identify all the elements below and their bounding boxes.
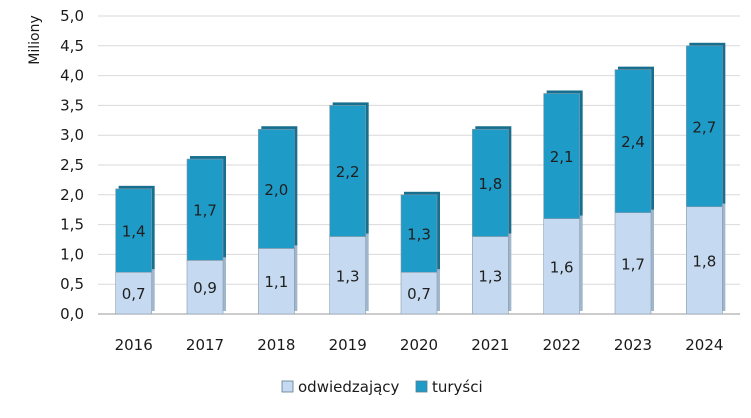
legend: odwiedzający turyści <box>281 378 483 396</box>
bar-segment-odwiedzajacy <box>258 248 295 315</box>
bar-segment-odwiedzajacy <box>472 236 509 315</box>
data-label: 1,7 <box>193 202 217 220</box>
bar-segment-turysci <box>329 105 366 237</box>
legend-swatch-turysci <box>415 380 428 393</box>
data-label: 1,3 <box>478 267 502 285</box>
x-tick-label: 2017 <box>186 336 224 354</box>
data-label: 1,8 <box>692 252 716 270</box>
legend-swatch-odwiedzajacy <box>281 380 294 393</box>
data-label: 1,4 <box>122 223 146 241</box>
y-axis-label: Miliony <box>27 15 43 64</box>
bar-segment-odwiedzajacy <box>614 212 652 315</box>
x-tick-label: 2019 <box>329 336 367 354</box>
x-axis-ticks: 2016 2017 2018 2019 2020 2021 2022 2023 2024 <box>115 336 724 354</box>
x-tick-label: 2016 <box>115 336 153 354</box>
legend-label: turyści <box>432 378 483 396</box>
data-label: 1,3 <box>336 267 360 285</box>
x-tick-label: 2020 <box>400 336 438 354</box>
bar-segment-odwiedzajacy <box>115 271 152 315</box>
y-tick-label: 1,5 <box>60 216 84 234</box>
data-label: 1,7 <box>621 255 645 273</box>
y-tick-label: 4,5 <box>60 37 84 55</box>
data-label: 1,1 <box>264 273 288 291</box>
bar-segment-turysci <box>543 93 580 219</box>
x-tick-label: 2022 <box>543 336 581 354</box>
y-axis-ticks: 0,0 0,5 1,0 1,5 2,0 2,5 3,0 3,5 4,0 4,5 5,0 <box>60 7 84 323</box>
y-tick-label: 1,0 <box>60 245 84 263</box>
y-tick-label: 2,0 <box>60 186 84 204</box>
bar-segment-turysci <box>258 128 295 249</box>
bar-segment-odwiedzajacy <box>686 206 723 315</box>
data-label: 2,0 <box>264 181 288 199</box>
y-tick-label: 3,5 <box>60 96 84 114</box>
data-label: 0,7 <box>122 285 146 303</box>
bar-segment-turysci <box>115 188 152 273</box>
x-tick-label: 2018 <box>257 336 295 354</box>
y-tick-label: 4,0 <box>60 67 84 85</box>
bars: 0,7 1,4 0,9 1,7 1,1 2,0 1,3 2,2 0,7 1,3 1,3 1,8 1,6 2… <box>115 42 726 315</box>
data-label: 0,7 <box>407 285 431 303</box>
data-label: 1,3 <box>407 226 431 244</box>
bar-segment-turysci <box>400 194 438 273</box>
x-tick-label: 2021 <box>471 336 509 354</box>
y-tick-label: 0,0 <box>60 305 84 323</box>
data-label: 2,2 <box>336 163 360 181</box>
y-tick-label: 2,5 <box>60 156 84 174</box>
bar-segment-odwiedzajacy <box>543 218 580 315</box>
bar-segment-odwiedzajacy <box>400 271 438 315</box>
y-tick-label: 5,0 <box>60 7 84 25</box>
legend-label: odwiedzający <box>298 378 400 396</box>
x-tick-label: 2023 <box>614 336 652 354</box>
bar-segment-odwiedzajacy <box>329 236 366 315</box>
bar-segment-turysci <box>472 128 509 237</box>
data-label: 2,7 <box>692 118 716 136</box>
data-label: 1,6 <box>550 258 574 276</box>
y-tick-label: 3,0 <box>60 126 84 144</box>
data-label: 1,8 <box>478 175 502 193</box>
x-tick-label: 2024 <box>685 336 723 354</box>
data-label: 2,1 <box>550 148 574 166</box>
y-tick-label: 0,5 <box>60 275 84 293</box>
bar-segment-turysci <box>614 69 652 213</box>
bar-segment-odwiedzajacy <box>186 260 224 315</box>
bar-segment-turysci <box>686 45 723 208</box>
data-label: 2,4 <box>621 133 645 151</box>
data-label: 0,9 <box>193 279 217 297</box>
bar-segment-turysci <box>186 158 224 261</box>
